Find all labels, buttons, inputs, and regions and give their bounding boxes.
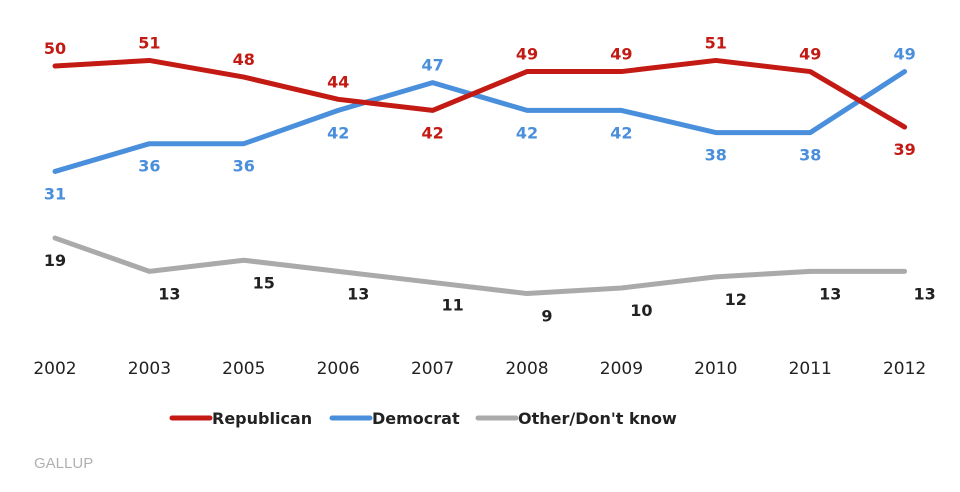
data-label: 49 bbox=[799, 45, 821, 64]
x-tick-label: 2007 bbox=[411, 359, 454, 379]
data-label: 50 bbox=[44, 39, 66, 58]
data-label: 47 bbox=[421, 56, 443, 75]
series-line-republican bbox=[52, 57, 908, 130]
data-label: 51 bbox=[138, 33, 160, 52]
data-label: 49 bbox=[516, 45, 538, 64]
data-label: 12 bbox=[725, 290, 747, 309]
x-tick-label: 2002 bbox=[33, 359, 76, 379]
data-label: 51 bbox=[705, 33, 727, 52]
data-label: 36 bbox=[233, 157, 255, 176]
data-label: 19 bbox=[44, 251, 66, 270]
data-label: 9 bbox=[541, 307, 552, 326]
data-label: 49 bbox=[610, 45, 632, 64]
x-tick-label: 2003 bbox=[128, 359, 171, 379]
data-label: 39 bbox=[893, 140, 915, 159]
x-tick-label: 2008 bbox=[505, 359, 548, 379]
x-tick-label: 2006 bbox=[317, 359, 360, 379]
data-label: 31 bbox=[44, 184, 66, 203]
data-label: 49 bbox=[893, 45, 915, 64]
legend-label: Democrat bbox=[372, 409, 460, 428]
data-label: 36 bbox=[138, 157, 160, 176]
x-tick-label: 2005 bbox=[222, 359, 265, 379]
series-line-other-don-t-know bbox=[52, 235, 908, 297]
data-label: 10 bbox=[630, 301, 652, 320]
legend-label: Other/Don't know bbox=[518, 409, 677, 428]
data-label: 15 bbox=[253, 273, 275, 292]
x-tick-label: 2009 bbox=[600, 359, 643, 379]
x-tick-label: 2012 bbox=[883, 359, 926, 379]
data-label: 48 bbox=[233, 50, 255, 69]
data-label: 13 bbox=[347, 284, 369, 303]
data-label: 42 bbox=[421, 123, 443, 142]
data-label: 42 bbox=[610, 123, 632, 142]
data-label: 13 bbox=[913, 284, 935, 303]
data-label: 44 bbox=[327, 72, 349, 91]
legend-label: Republican bbox=[212, 409, 312, 428]
x-tick-label: 2010 bbox=[694, 359, 737, 379]
data-label: 38 bbox=[705, 146, 727, 165]
data-label: 42 bbox=[516, 123, 538, 142]
data-label: 11 bbox=[441, 295, 463, 314]
source-label: GALLUP bbox=[34, 455, 94, 472]
data-label: 13 bbox=[158, 284, 180, 303]
data-label: 38 bbox=[799, 146, 821, 165]
series-line-democrat bbox=[52, 69, 908, 174]
x-tick-label: 2011 bbox=[789, 359, 832, 379]
data-label: 42 bbox=[327, 123, 349, 142]
data-label: 13 bbox=[819, 284, 841, 303]
